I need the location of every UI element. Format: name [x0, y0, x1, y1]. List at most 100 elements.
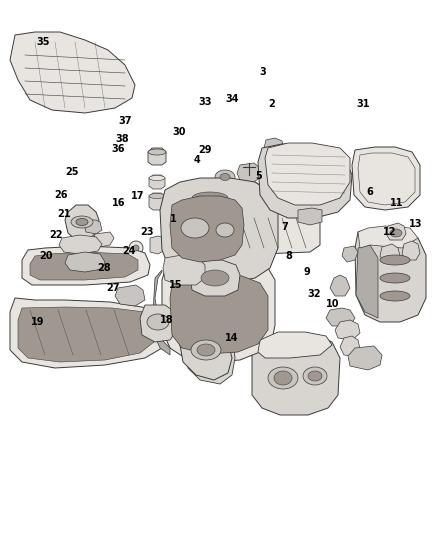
Polygon shape: [22, 246, 150, 285]
Ellipse shape: [216, 223, 234, 237]
Text: 19: 19: [31, 318, 44, 327]
Polygon shape: [170, 196, 244, 262]
Polygon shape: [258, 144, 352, 218]
Polygon shape: [358, 226, 418, 248]
Polygon shape: [330, 275, 350, 296]
Text: 26: 26: [55, 190, 68, 199]
Polygon shape: [348, 346, 382, 370]
Polygon shape: [265, 143, 350, 205]
Text: 33: 33: [198, 98, 212, 107]
Ellipse shape: [149, 175, 165, 181]
Text: 18: 18: [159, 315, 173, 325]
Text: 7: 7: [281, 222, 288, 231]
Ellipse shape: [192, 192, 228, 204]
Text: 5: 5: [255, 171, 262, 181]
Polygon shape: [115, 285, 145, 306]
Text: 36: 36: [112, 144, 125, 154]
Polygon shape: [18, 307, 154, 362]
Polygon shape: [152, 270, 170, 355]
Text: 17: 17: [131, 191, 145, 201]
Polygon shape: [298, 208, 322, 225]
Text: 29: 29: [198, 146, 212, 155]
Text: 30: 30: [172, 127, 185, 137]
Polygon shape: [258, 332, 332, 358]
Polygon shape: [93, 232, 114, 247]
Polygon shape: [252, 335, 340, 415]
Polygon shape: [190, 260, 240, 296]
Text: 25: 25: [66, 167, 79, 176]
Polygon shape: [356, 245, 378, 318]
Ellipse shape: [274, 371, 292, 385]
Ellipse shape: [220, 174, 230, 181]
Polygon shape: [59, 235, 102, 254]
Ellipse shape: [148, 149, 166, 155]
Ellipse shape: [191, 340, 221, 360]
Text: 1: 1: [170, 214, 177, 223]
Polygon shape: [163, 255, 205, 285]
Polygon shape: [150, 236, 165, 254]
Polygon shape: [65, 205, 99, 240]
Ellipse shape: [303, 367, 327, 385]
Ellipse shape: [76, 219, 88, 225]
Text: 4: 4: [194, 155, 201, 165]
Ellipse shape: [380, 255, 410, 265]
Polygon shape: [170, 274, 268, 354]
Ellipse shape: [181, 218, 209, 238]
Text: 13: 13: [410, 219, 423, 229]
Polygon shape: [264, 138, 284, 156]
Text: 24: 24: [123, 246, 136, 255]
Text: 38: 38: [116, 134, 130, 143]
Text: 16: 16: [112, 198, 125, 207]
Text: 8: 8: [286, 251, 293, 261]
Ellipse shape: [380, 291, 410, 301]
Ellipse shape: [308, 371, 322, 381]
Polygon shape: [140, 305, 178, 342]
Ellipse shape: [380, 273, 410, 283]
Polygon shape: [160, 178, 278, 285]
Polygon shape: [30, 252, 138, 280]
Text: 35: 35: [36, 37, 49, 46]
Text: 23: 23: [140, 227, 153, 237]
Text: 20: 20: [39, 251, 53, 261]
Text: 11: 11: [390, 198, 403, 207]
Text: 9: 9: [303, 267, 310, 277]
Text: 27: 27: [106, 283, 120, 293]
Ellipse shape: [186, 189, 234, 207]
Ellipse shape: [215, 170, 235, 184]
Circle shape: [133, 245, 139, 251]
Polygon shape: [355, 228, 426, 322]
Polygon shape: [180, 328, 232, 380]
Polygon shape: [85, 251, 106, 266]
Polygon shape: [162, 256, 275, 362]
Polygon shape: [10, 298, 165, 368]
Text: 15: 15: [169, 280, 182, 290]
Polygon shape: [149, 175, 165, 189]
Text: 12: 12: [383, 227, 396, 237]
Polygon shape: [10, 32, 135, 113]
Text: 37: 37: [118, 116, 131, 126]
Polygon shape: [220, 182, 264, 203]
Text: 10: 10: [326, 299, 339, 309]
Polygon shape: [358, 153, 415, 205]
Text: 3: 3: [259, 67, 266, 77]
Polygon shape: [380, 244, 400, 262]
Polygon shape: [386, 223, 406, 240]
Text: 14: 14: [226, 334, 239, 343]
Text: 31: 31: [357, 99, 370, 109]
Text: 22: 22: [49, 230, 63, 239]
Ellipse shape: [149, 193, 165, 198]
Polygon shape: [342, 246, 358, 262]
Polygon shape: [335, 320, 360, 340]
Polygon shape: [326, 308, 355, 326]
Polygon shape: [188, 302, 235, 384]
Polygon shape: [237, 163, 260, 183]
Text: 6: 6: [367, 187, 374, 197]
Ellipse shape: [390, 229, 402, 237]
Ellipse shape: [197, 344, 215, 356]
Ellipse shape: [71, 216, 93, 228]
Circle shape: [129, 241, 143, 255]
Ellipse shape: [268, 367, 298, 389]
Polygon shape: [228, 208, 320, 255]
Text: 2: 2: [268, 99, 275, 109]
Text: 34: 34: [226, 94, 239, 103]
